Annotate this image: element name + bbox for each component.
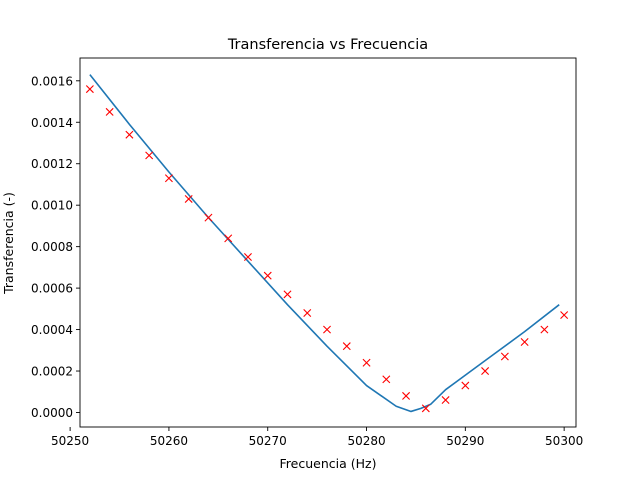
- data-point-marker: [283, 290, 292, 299]
- x-axis: 50250 50260 50270 50280 50290 50300: [51, 427, 583, 448]
- x-tick-label: 50300: [545, 434, 583, 448]
- y-axis-label: Transferencia (-): [1, 192, 16, 295]
- data-point-marker: [441, 396, 450, 405]
- plot-frame: [79, 57, 577, 428]
- x-tick-label: 50270: [249, 434, 287, 448]
- data-point-marker: [382, 375, 391, 384]
- x-tick-label: 50280: [347, 434, 385, 448]
- data-point-marker: [520, 338, 529, 346]
- data-point-marker: [402, 391, 411, 400]
- y-tick-label: 0.0012: [31, 157, 73, 171]
- data-point-marker: [560, 311, 569, 320]
- data-point-marker: [204, 213, 213, 222]
- y-tick-label: 0.0002: [31, 365, 73, 379]
- plot-area: [79, 57, 577, 428]
- series-line: [89, 74, 560, 413]
- data-point-marker: [263, 271, 272, 280]
- y-tick-label: 0.0000: [31, 406, 73, 420]
- y-tick-label: 0.0008: [31, 240, 73, 254]
- data-point-marker: [303, 308, 312, 317]
- data-point-marker: [500, 352, 509, 361]
- y-tick-label: 0.0006: [31, 282, 73, 296]
- data-point-marker: [164, 174, 173, 183]
- y-tick-label: 0.0016: [31, 74, 73, 88]
- data-point-marker: [481, 367, 490, 376]
- y-axis: 0.0000 0.0002 0.0004 0.0006 0.0008 0.0010 0.00…: [31, 74, 80, 420]
- x-axis-label: Frecuencia (Hz): [280, 456, 377, 471]
- y-tick-label: 0.0010: [31, 199, 73, 213]
- data-point-marker: [85, 85, 94, 94]
- x-tick-label: 50260: [150, 434, 188, 448]
- x-tick-label: 50250: [51, 434, 89, 448]
- data-point-marker: [362, 358, 371, 367]
- data-point-marker: [342, 342, 351, 351]
- data-point-marker: [145, 151, 154, 160]
- x-tick-label: 50290: [446, 434, 484, 448]
- data-point-marker: [184, 194, 193, 203]
- data-point-marker: [243, 253, 252, 261]
- data-point-marker: [323, 325, 332, 334]
- data-point-marker: [540, 325, 549, 334]
- y-tick-label: 0.0004: [31, 323, 73, 337]
- y-tick-label: 0.0014: [31, 116, 73, 130]
- data-point-marker: [125, 130, 134, 139]
- data-point-marker: [421, 404, 430, 413]
- data-point-marker: [105, 107, 114, 116]
- chart-title: Transferencia vs Frecuencia: [227, 37, 428, 53]
- data-point-marker: [224, 234, 233, 243]
- data-point-marker: [461, 381, 470, 390]
